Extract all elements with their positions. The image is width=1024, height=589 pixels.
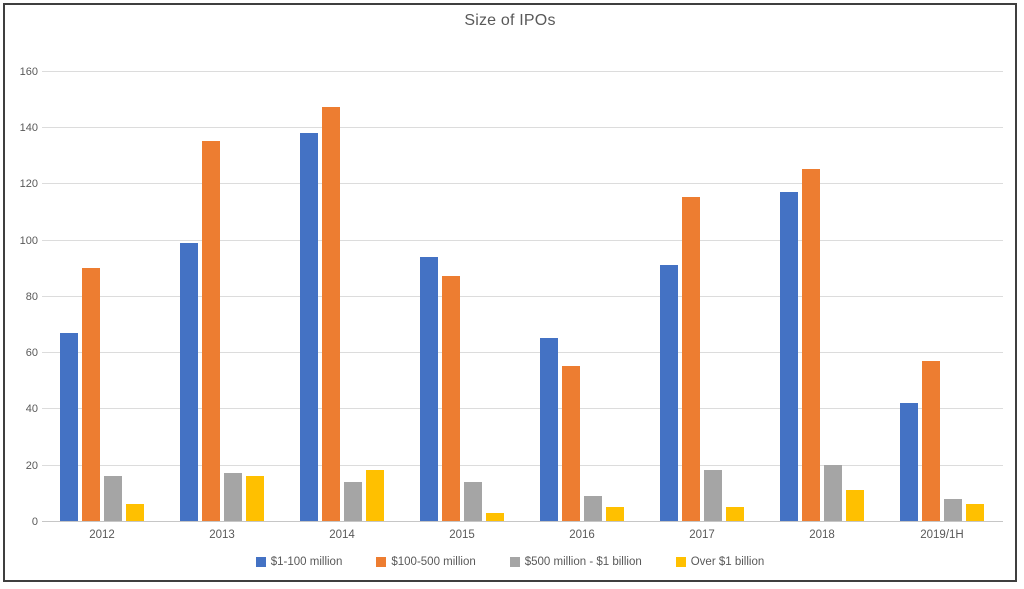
bar <box>704 470 722 521</box>
x-axis-line <box>42 521 1003 522</box>
x-category-label: 2019/1H <box>920 529 964 541</box>
bar <box>224 473 242 521</box>
bar <box>726 506 744 521</box>
legend-item: $1-100 million <box>255 556 343 568</box>
x-category-label: 2015 <box>449 529 475 541</box>
gridline <box>42 464 1003 466</box>
bar <box>104 476 122 521</box>
y-tick-label: 0 <box>31 516 38 528</box>
y-tick-label: 20 <box>25 459 38 472</box>
gridline <box>42 183 1003 185</box>
bar <box>126 504 144 521</box>
bar <box>562 366 580 521</box>
bar <box>780 191 798 521</box>
bar <box>202 141 220 521</box>
x-category-label: 2012 <box>89 529 115 541</box>
legend-item: $100-500 million <box>376 556 476 568</box>
gridline <box>42 352 1003 354</box>
y-tick-label: 100 <box>19 234 38 247</box>
plot-area <box>42 55 1003 522</box>
gridline <box>42 408 1003 410</box>
y-tick-label: 60 <box>25 347 38 360</box>
bar <box>246 476 264 521</box>
bar <box>682 197 700 521</box>
bar <box>180 242 198 521</box>
bar <box>660 265 678 521</box>
y-tick-label: 40 <box>25 403 38 416</box>
legend-item: Over $1 billion <box>675 556 765 568</box>
bar <box>464 481 482 521</box>
bar <box>322 107 340 521</box>
bar <box>82 267 100 521</box>
y-tick-label: 120 <box>19 178 38 191</box>
legend-swatch-icon <box>376 557 387 567</box>
x-category-label: 2016 <box>569 529 595 541</box>
bar <box>922 360 940 521</box>
legend-label: Over $1 billion <box>690 556 765 568</box>
bar <box>966 504 984 521</box>
bar <box>60 332 78 521</box>
legend-swatch-icon <box>509 557 520 567</box>
chart-title: Size of IPOs <box>464 12 556 29</box>
x-category-label: 2013 <box>209 529 235 541</box>
bar <box>802 169 820 521</box>
legend-item: $500 million - $1 billion <box>509 556 642 568</box>
y-tick-label: 80 <box>25 290 38 303</box>
legend-swatch-icon <box>675 557 686 567</box>
x-category-label: 2017 <box>689 529 715 541</box>
bar <box>540 338 558 521</box>
gridline <box>42 295 1003 297</box>
bar <box>584 495 602 521</box>
bar <box>944 498 962 521</box>
bar <box>900 402 918 521</box>
gridline <box>42 127 1003 129</box>
bar <box>846 490 864 521</box>
y-tick-label: 160 <box>19 65 38 78</box>
bar <box>824 464 842 521</box>
bar <box>486 512 504 521</box>
bar <box>300 132 318 521</box>
legend-label: $100-500 million <box>391 556 476 568</box>
legend-label: $1-100 million <box>270 556 343 568</box>
bar <box>606 506 624 521</box>
bar <box>442 276 460 521</box>
legend-swatch-icon <box>255 557 266 567</box>
chart-frame: Size of IPOs 0 20 40 60 80 100 120 140 160 2012 2… <box>3 3 1017 582</box>
bar <box>366 470 384 521</box>
bar <box>344 481 362 521</box>
x-category-label: 2018 <box>809 529 835 541</box>
x-category-label: 2014 <box>329 529 355 541</box>
y-tick-label: 140 <box>19 122 38 135</box>
legend: $1-100 million $100-500 million $500 milli… <box>5 556 1015 568</box>
bar <box>420 256 438 521</box>
gridline <box>42 239 1003 241</box>
gridline <box>42 70 1003 72</box>
legend-label: $500 million - $1 billion <box>524 556 642 568</box>
